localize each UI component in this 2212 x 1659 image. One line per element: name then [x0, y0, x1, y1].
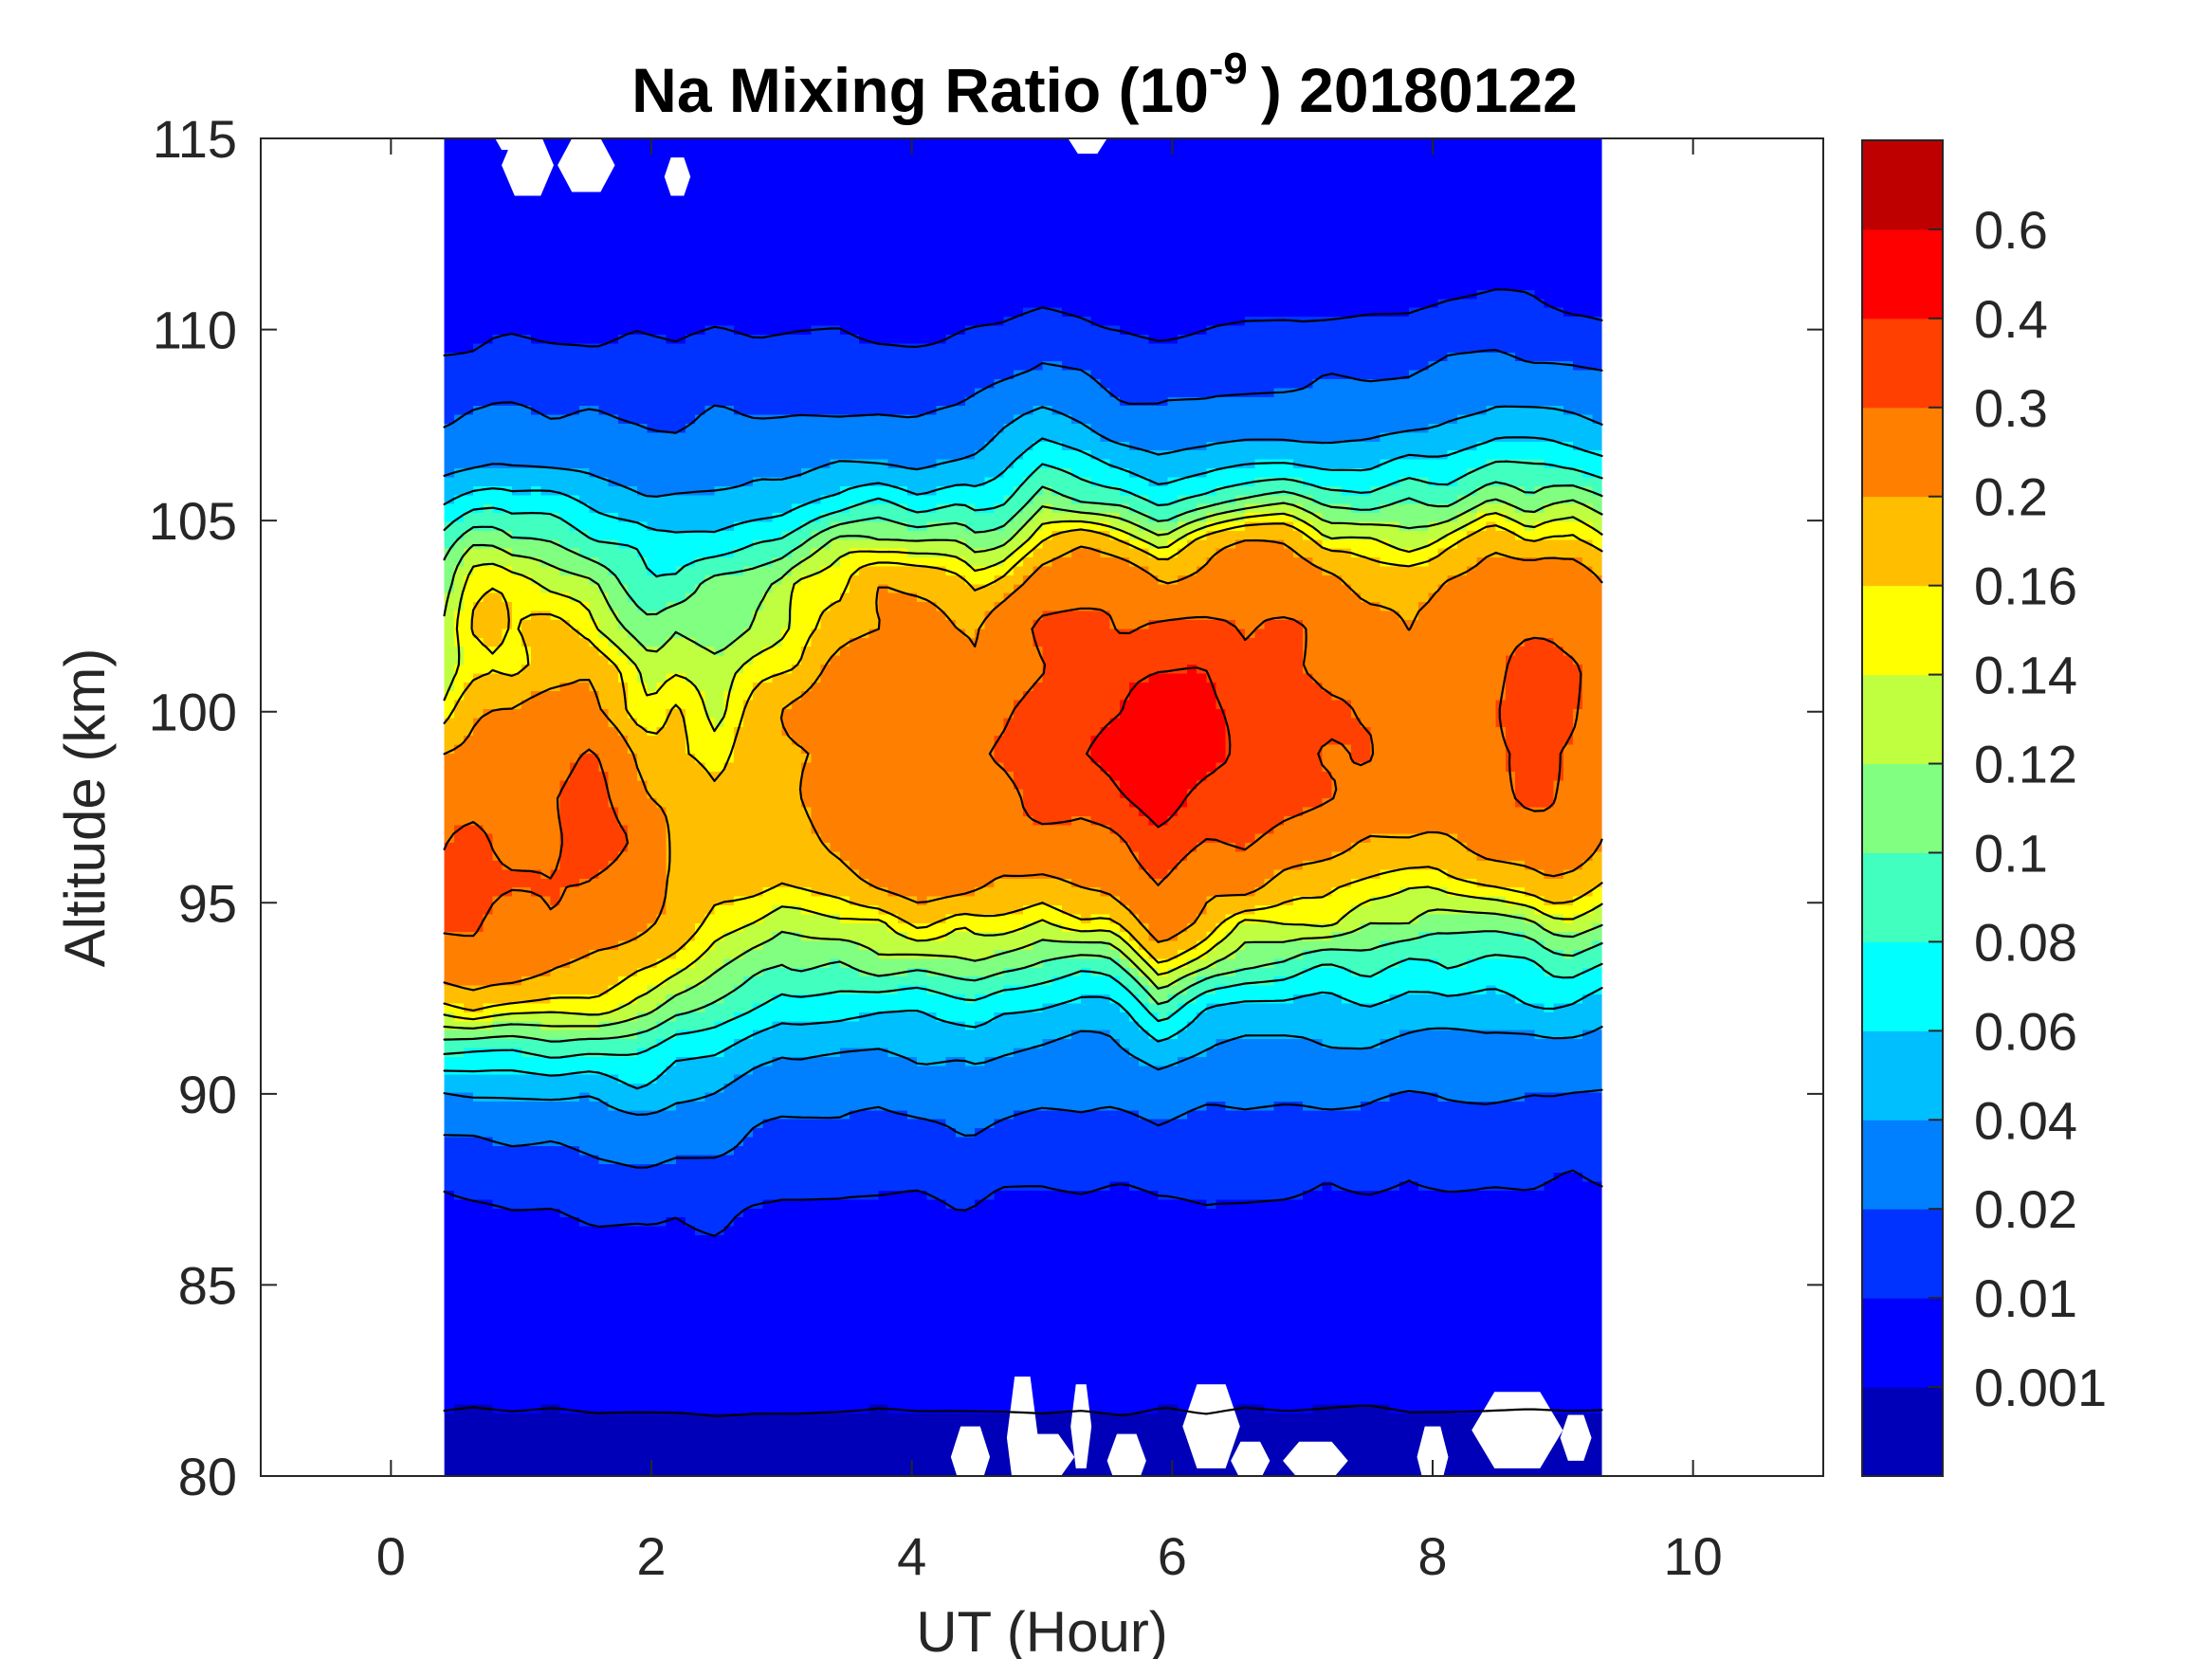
- y-tick-label: 100: [149, 683, 237, 742]
- no-data-gap-7: [1009, 1433, 1075, 1476]
- y-tick-label: 85: [178, 1255, 237, 1315]
- y-axis-label: Altitude (km): [53, 648, 117, 968]
- no-data-gap-10: [1182, 1384, 1240, 1468]
- no-data-gap-3: [495, 138, 521, 151]
- colorbar: 0.001 0.01 0.02 0.04 0.06 0.08 0.1 0.12 0.14 0.16…: [1861, 139, 2107, 1477]
- contour-line-0.14: [443, 512, 1603, 1021]
- colorbar-swatch-13: [1862, 228, 1943, 319]
- colorbar-tick-label: 0.14: [1974, 646, 2077, 705]
- chart-title: Na Mixing Ratio (10-9 ) 20180122: [631, 44, 1578, 125]
- y-tick-label: 115: [153, 109, 237, 169]
- colorbar-swatch-5: [1862, 941, 1943, 1031]
- x-tick-label: 2: [636, 1526, 666, 1586]
- contour-line-0.12: [443, 498, 1603, 1030]
- colorbar-swatch-2: [1862, 1209, 1943, 1299]
- colorbar-swatch-3: [1862, 1120, 1943, 1210]
- colorbar-tick-label: 0.01: [1974, 1268, 2077, 1328]
- y-tick-label: 110: [153, 301, 237, 360]
- colorbar-swatch-9: [1862, 585, 1943, 676]
- x-tick-label: 0: [376, 1526, 406, 1586]
- colorbar-frame: [1861, 139, 1944, 1477]
- no-data-gaps: [495, 138, 1592, 1476]
- no-data-gap-8: [1070, 1384, 1092, 1468]
- colorbar-tick-label: 0.1: [1974, 823, 2048, 883]
- contour-band-12: [444, 611, 1583, 933]
- y-tick-label: 105: [149, 491, 237, 551]
- colorbar-tick-label: 0.6: [1974, 200, 2048, 260]
- colorbar-tick-label: 0.02: [1974, 1179, 2077, 1239]
- y-tick-label: 95: [178, 873, 237, 933]
- contour-line-0.04: [443, 405, 1603, 1116]
- x-tick-label: 4: [897, 1526, 926, 1586]
- contour-line-0.001: [443, 1404, 1603, 1417]
- y-tick-label: 80: [178, 1447, 237, 1506]
- no-data-gap-2: [664, 157, 691, 196]
- colorbar-tick-label: 0.12: [1974, 735, 2077, 794]
- colorbar-swatch-14: [1862, 140, 1943, 230]
- x-tick-label: 10: [1664, 1526, 1723, 1586]
- contour-line-0.06: [443, 436, 1603, 1090]
- no-data-gap-13: [1417, 1426, 1449, 1476]
- colorbar-tick-label: 0.16: [1974, 556, 2077, 616]
- contour-line-0.3: [443, 607, 1582, 938]
- axes-frame: [260, 137, 1824, 1477]
- colorbar-swatch-8: [1862, 674, 1943, 765]
- no-data-gap-9: [1106, 1433, 1146, 1476]
- no-data-gap-0: [502, 138, 554, 196]
- contour-line-0.4: [1086, 666, 1232, 829]
- colorbar-tick-label: 0.08: [1974, 912, 2077, 972]
- colorbar-swatch-11: [1862, 407, 1943, 498]
- x-axis-label: UT (Hour): [916, 1600, 1168, 1659]
- contour-line-0.02: [443, 349, 1603, 1169]
- x-tick-label: 8: [1417, 1526, 1447, 1586]
- colorbar-swatch-4: [1862, 1030, 1943, 1121]
- colorbar-swatch-6: [1862, 852, 1943, 942]
- contour-line-0.1: [443, 481, 1603, 1043]
- no-data-gap-5: [950, 1426, 991, 1476]
- colorbar-swatch-12: [1862, 318, 1943, 409]
- colorbar-swatch-0: [1862, 1387, 1943, 1477]
- title-main: Na Mixing Ratio (10: [631, 55, 1209, 125]
- no-data-gap-4: [1068, 138, 1107, 155]
- no-data-gap-1: [558, 138, 615, 192]
- contour-fill-layer: [444, 138, 1602, 1476]
- colorbar-swatch-10: [1862, 496, 1943, 587]
- no-data-gap-12: [1283, 1441, 1348, 1476]
- contour-line-0.16: [443, 522, 1603, 1012]
- colorbar-tick-label: 0.2: [1974, 467, 2048, 527]
- colorbar-tick-label: 0.001: [1974, 1358, 2107, 1417]
- contour-line-0.08: [443, 460, 1603, 1059]
- title-superscript: -9: [1209, 44, 1248, 93]
- axes: 0 2 4 6 8 10 80 85 90 95 100 105 110 115: [149, 109, 1824, 1586]
- colorbar-tick-label: 0.04: [1974, 1090, 2077, 1150]
- colorbar-tick-label: 0.4: [1974, 289, 2048, 349]
- contour-line-layer: [443, 288, 1603, 1417]
- colorbar-tick-label: 0.3: [1974, 378, 2048, 438]
- contour-line-0.01: [443, 288, 1603, 1237]
- title-suffix: ) 20180122: [1261, 55, 1578, 125]
- colorbar-swatch-1: [1862, 1298, 1943, 1388]
- no-data-gap-11: [1231, 1441, 1271, 1476]
- colorbar-tick-label: 0.06: [1974, 1001, 2077, 1061]
- colorbar-swatch-7: [1862, 763, 1943, 853]
- no-data-gap-15: [1560, 1414, 1592, 1461]
- y-tick-label: 90: [178, 1065, 237, 1124]
- x-tick-label: 6: [1158, 1526, 1187, 1586]
- contour-line-0.2: [443, 538, 1603, 992]
